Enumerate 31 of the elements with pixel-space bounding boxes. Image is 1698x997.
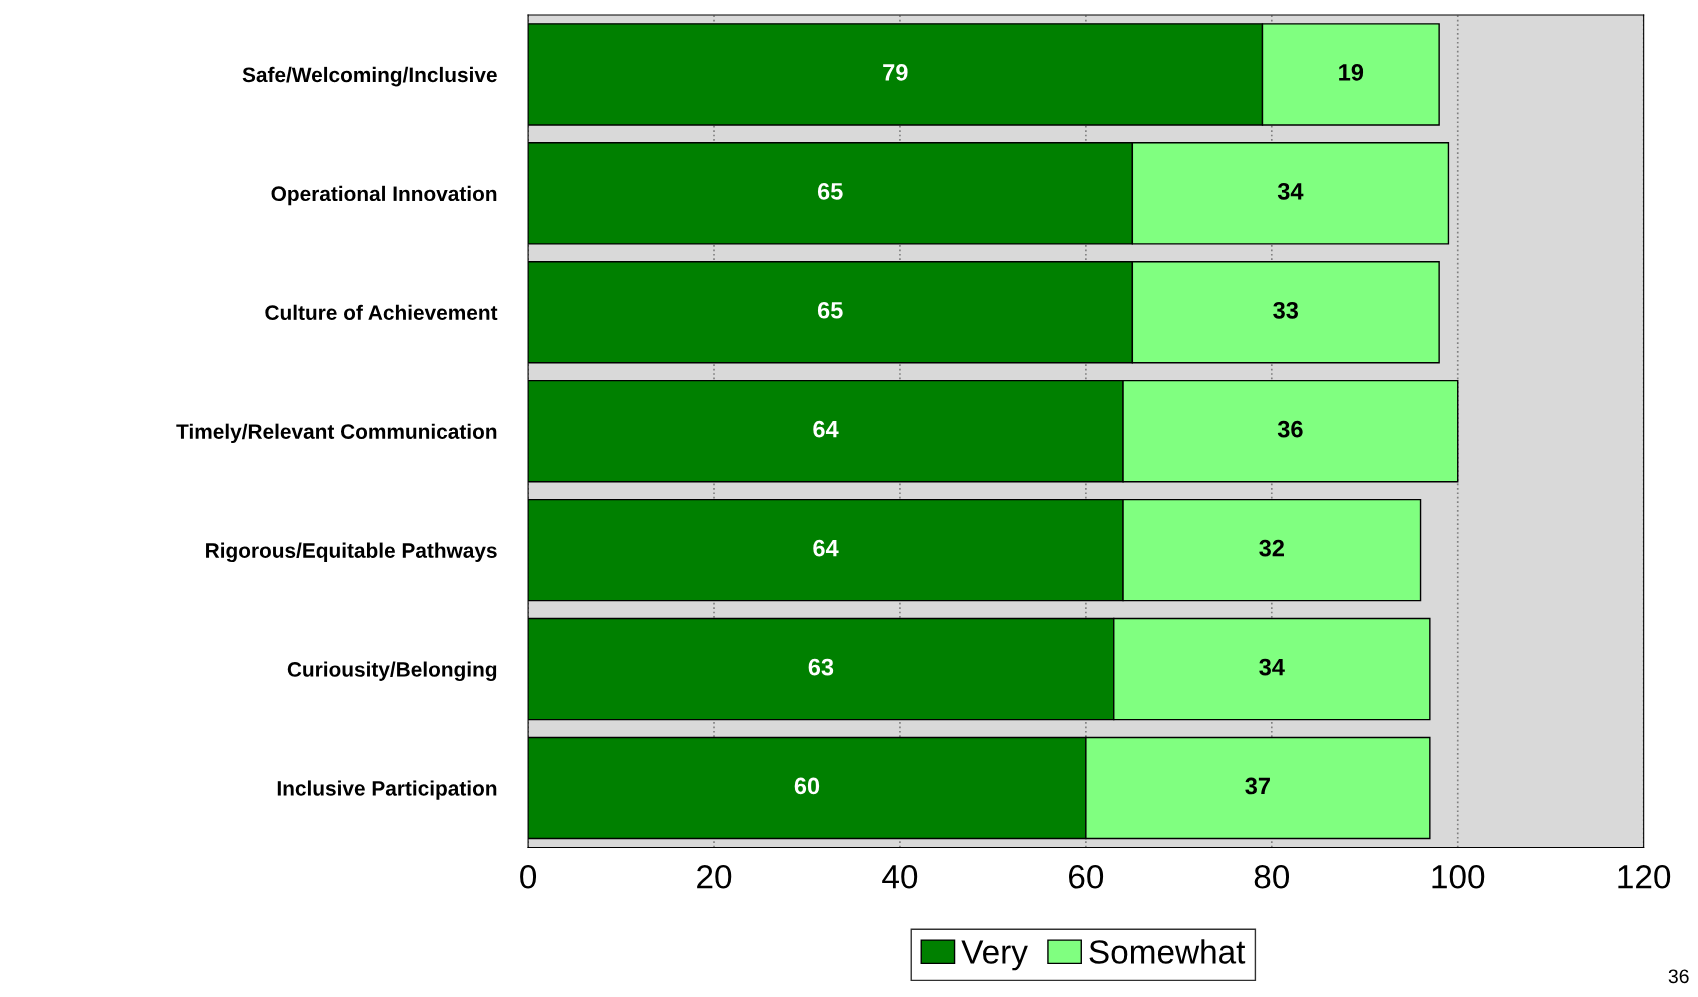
data-label: 65	[817, 301, 843, 319]
x-tick-label: 20	[697, 865, 732, 889]
text: 36	[1668, 969, 1689, 984]
data-label: 33	[1273, 301, 1299, 319]
y-tick-label: Operational Innovation	[271, 185, 497, 206]
data-label: 19	[1339, 64, 1364, 81]
data-label: 79	[883, 64, 908, 81]
data-label: 34	[1259, 658, 1285, 676]
y-tick-label: Curiousity/Belonging	[287, 661, 497, 682]
x-tick-label: 100	[1432, 865, 1485, 889]
y-tick-label: Rigorous/Equitable Pathways	[206, 542, 497, 563]
data-label: 60	[794, 777, 820, 795]
y-tick-label: Timely/Relevant Communication	[176, 423, 497, 444]
data-label: 63	[808, 658, 834, 676]
x-tick-label: 120	[1618, 865, 1671, 889]
data-label: 64	[813, 420, 839, 438]
y-tick-label: Safe/Welcoming/Inclusive	[242, 66, 497, 87]
data-label: 34	[1277, 182, 1304, 200]
data-label: 65	[817, 182, 843, 200]
legend-label: Very	[961, 940, 1028, 971]
y-tick-label: Culture of Achievement	[265, 304, 498, 321]
data-label: 64	[813, 539, 839, 557]
legend-label: Somewhat	[1089, 939, 1246, 964]
data-label: 37	[1245, 777, 1270, 795]
data-label: 36	[1277, 420, 1303, 438]
x-tick-label: 80	[1254, 865, 1290, 889]
x-tick-label: 60	[1069, 865, 1104, 889]
y-tick-label: Inclusive Participation	[277, 780, 497, 800]
x-tick-label: 40	[882, 865, 918, 889]
x-tick-label: 0	[520, 865, 537, 889]
data-label: 32	[1259, 539, 1284, 557]
